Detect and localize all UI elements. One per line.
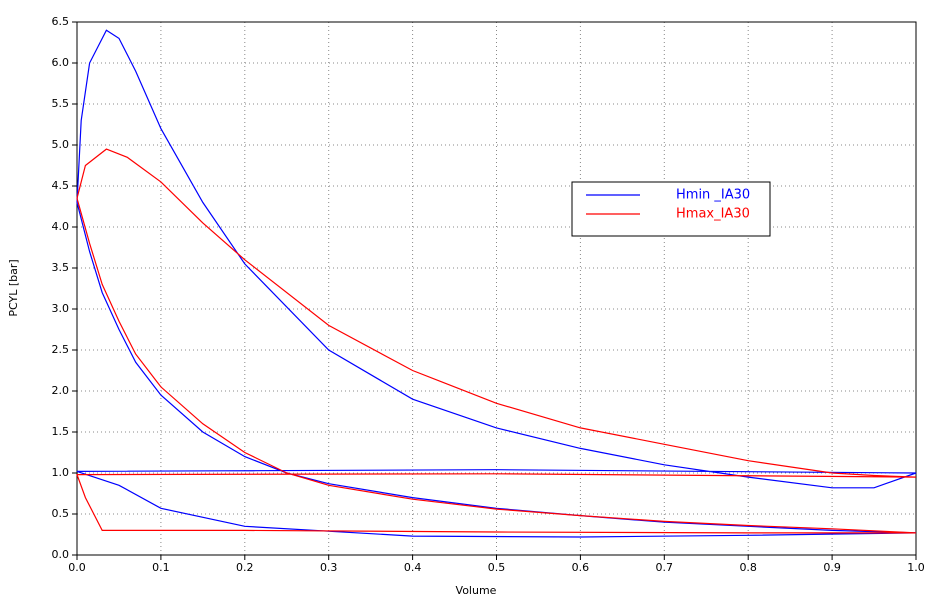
x-tick-label: 0.0 [68,561,86,574]
y-tick-label: 1.5 [52,425,70,438]
x-tick-label: 0.4 [404,561,422,574]
y-tick-label: 2.0 [52,384,70,397]
x-tick-label: 0.3 [320,561,338,574]
y-tick-label: 3.5 [52,261,70,274]
y-tick-label: 5.0 [52,138,70,151]
x-tick-label: 0.8 [739,561,757,574]
x-tick-label: 0.7 [656,561,674,574]
y-tick-label: 3.0 [52,302,70,315]
y-tick-label: 6.0 [52,56,70,69]
x-tick-label: 0.5 [488,561,506,574]
legend-box [571,181,771,237]
x-axis-label: Volume [456,584,497,597]
y-tick-label: 0.5 [52,507,70,520]
x-tick-label: 0.9 [823,561,841,574]
x-tick-label: 1.0 [907,561,925,574]
plot-frame [76,21,917,556]
y-tick-label: 4.5 [52,179,70,192]
legend-label: Hmax_IA30 [676,207,750,222]
y-tick-label: 2.5 [52,343,70,356]
y-tick-label: 1.0 [52,466,70,479]
x-tick-label: 0.1 [152,561,170,574]
x-tick-label: 0.6 [572,561,590,574]
legend-label: Hmin _IA30 [676,188,750,203]
y-tick-label: 6.5 [52,15,70,28]
series-line [76,148,917,534]
y-tick-label: 5.5 [52,97,70,110]
y-axis-label: PCYL [bar] [7,259,20,316]
x-tick-label: 0.2 [236,561,254,574]
y-tick-label: 4.0 [52,220,70,233]
series-line [76,29,917,538]
y-tick-label: 0.0 [52,548,70,561]
